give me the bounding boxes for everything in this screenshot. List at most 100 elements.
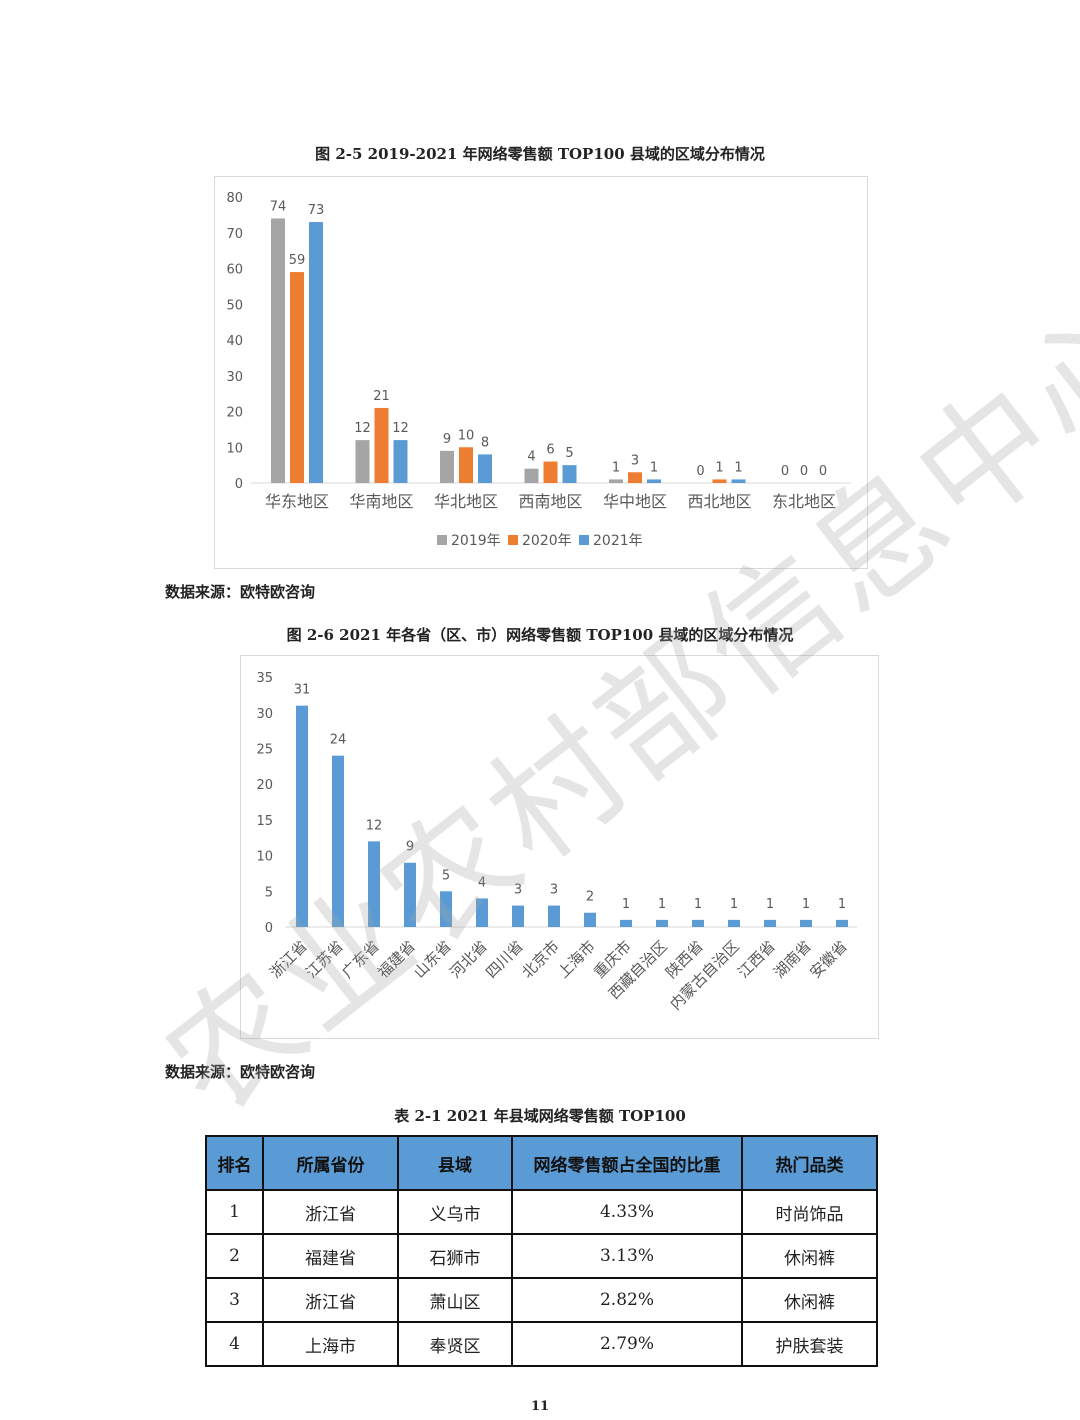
- x-tick-label: 西南地区: [518, 492, 582, 511]
- bar: [478, 454, 492, 483]
- bar: [512, 905, 524, 927]
- data-label: 0: [800, 464, 808, 479]
- table-cell: 上海市: [262, 1321, 399, 1367]
- data-label: 5: [442, 868, 450, 883]
- table-cell: 石狮市: [397, 1233, 513, 1279]
- y-tick-label: 10: [256, 850, 273, 865]
- data-label: 12: [354, 421, 371, 436]
- data-label: 1: [715, 460, 723, 475]
- data-label: 3: [514, 883, 522, 898]
- chart-province-distribution: 0 5 10 15 20 25 30 35 31 浙江省 24 江苏省 12 广东省 9 福建省 5 山东省 4 河北…: [240, 655, 879, 1039]
- table-row: 4 上海市 奉贤区 2.79% 护肤套装: [205, 1321, 878, 1367]
- bar: [656, 919, 668, 927]
- bar: [836, 919, 848, 927]
- table-cell: 4: [205, 1321, 264, 1367]
- bar: [524, 468, 539, 483]
- bar: [476, 898, 488, 927]
- table-cell: 护肤套装: [741, 1321, 878, 1367]
- x-tick-label: 华东地区: [265, 492, 329, 511]
- x-tick-label: 北京市: [518, 937, 563, 982]
- table-cell: 休闲裤: [741, 1233, 878, 1279]
- y-tick-label: 0: [265, 921, 273, 936]
- legend-label: 2020年: [522, 533, 572, 549]
- legend-swatch: [508, 535, 518, 545]
- bar: [628, 472, 642, 483]
- y-tick-label: 0: [235, 477, 243, 492]
- y-tick-label: 25: [256, 743, 273, 758]
- legend-label: 2021年: [593, 533, 643, 549]
- data-label: 74: [270, 199, 287, 214]
- table-cell: 2.79%: [511, 1321, 743, 1367]
- table-cell: 萧山区: [397, 1277, 513, 1323]
- x-tick-label: 华中地区: [603, 492, 667, 511]
- x-tick-label: 东北地区: [772, 492, 836, 511]
- page-number: 11: [530, 1399, 550, 1414]
- bar: [332, 755, 344, 927]
- x-tick-label: 江苏省: [302, 937, 347, 982]
- bar: [609, 479, 623, 483]
- header-county: 县域: [397, 1135, 513, 1191]
- data-label: 1: [802, 897, 810, 912]
- data-label: 6: [546, 443, 554, 458]
- y-tick-label: 20: [226, 406, 243, 421]
- bar: [459, 447, 473, 483]
- bar: [440, 891, 452, 927]
- bar: [290, 272, 304, 483]
- table-cell: 3.13%: [511, 1233, 743, 1279]
- bar: [764, 919, 776, 927]
- table-row: 2 福建省 石狮市 3.13% 休闲裤: [205, 1233, 878, 1279]
- x-tick-label: 西北地区: [687, 492, 751, 511]
- header-category: 热门品类: [741, 1135, 878, 1191]
- table-cell: 时尚饰品: [741, 1189, 878, 1235]
- bar: [309, 222, 323, 483]
- data-label: 5: [565, 446, 573, 461]
- data-label: 1: [734, 460, 742, 475]
- x-tick-label: 华北地区: [434, 492, 498, 511]
- data-label: 1: [622, 897, 630, 912]
- bar: [647, 479, 661, 483]
- table-cell: 奉贤区: [397, 1321, 513, 1367]
- y-tick-label: 50: [226, 298, 243, 313]
- chart-regional-distribution: 0 10 20 30 40 50 60 70 80 74 59 73 华东地区 12 21 12 华南地区 9 10…: [214, 176, 868, 569]
- table-cell: 2.82%: [511, 1277, 743, 1323]
- table-cell: 休闲裤: [741, 1277, 878, 1323]
- legend-swatch: [437, 535, 447, 545]
- bar: [712, 479, 727, 483]
- table-header-row: 排名 所属省份 县域 网络零售额占全国的比重 热门品类: [205, 1135, 878, 1191]
- data-label: 21: [373, 389, 390, 404]
- y-tick-label: 15: [256, 814, 273, 829]
- header-rank: 排名: [205, 1135, 264, 1191]
- x-tick-label: 浙江省: [266, 937, 311, 982]
- figure1-caption: 图 2-5 2019-2021 年网络零售额 TOP100 县域的区域分布情况: [315, 145, 765, 163]
- table-caption: 表 2-1 2021 年县域网络零售额 TOP100: [394, 1107, 686, 1125]
- table-cell: 3: [205, 1277, 264, 1323]
- legend-swatch: [579, 535, 589, 545]
- data-label: 3: [631, 453, 639, 468]
- header-province: 所属省份: [262, 1135, 399, 1191]
- x-tick-label: 河北省: [446, 937, 491, 982]
- data-label: 10: [458, 428, 475, 443]
- y-tick-label: 40: [226, 334, 243, 349]
- data-label: 12: [392, 421, 409, 436]
- data-label: 12: [366, 818, 383, 833]
- bar: [562, 465, 577, 483]
- bar: [374, 407, 389, 483]
- data-label: 59: [289, 253, 306, 268]
- data-label: 31: [294, 683, 311, 698]
- data-label: 1: [650, 460, 658, 475]
- bar: [620, 919, 632, 927]
- y-tick-label: 60: [226, 263, 243, 278]
- x-tick-label: 福建省: [374, 937, 419, 982]
- data-label: 0: [781, 464, 789, 479]
- table-cell: 福建省: [262, 1233, 399, 1279]
- data-label: 4: [478, 875, 486, 890]
- data-label: 0: [696, 464, 704, 479]
- data-label: 24: [330, 733, 347, 748]
- data-label: 73: [308, 203, 325, 218]
- table-cell: 1: [205, 1189, 264, 1235]
- x-tick-label: 安徽省: [806, 937, 851, 982]
- figure2-source: 数据来源：欧特欧咨询: [165, 1063, 316, 1081]
- table-cell: 浙江省: [262, 1189, 399, 1235]
- figure1-source: 数据来源：欧特欧咨询: [165, 583, 316, 601]
- data-label: 1: [766, 897, 774, 912]
